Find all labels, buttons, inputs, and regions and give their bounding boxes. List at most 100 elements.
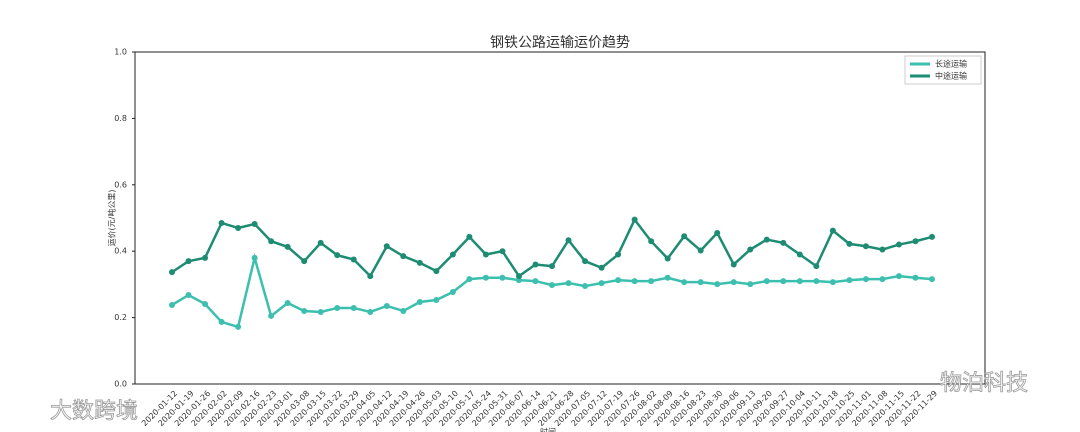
data-point: [202, 254, 209, 261]
data-point: [268, 238, 275, 245]
data-point: [598, 264, 605, 271]
data-point: [482, 274, 489, 281]
data-point: [648, 278, 655, 285]
data-point: [235, 323, 242, 330]
data-point: [912, 238, 919, 245]
data-point: [350, 304, 357, 311]
data-point: [268, 312, 275, 319]
data-point: [301, 307, 308, 314]
data-point: [780, 239, 787, 246]
data-point: [648, 238, 655, 245]
data-point: [664, 255, 671, 262]
data-point: [747, 246, 754, 253]
legend-box: [904, 55, 982, 85]
chart-title: 钢铁公路运输运价趋势: [490, 35, 630, 51]
data-point: [466, 233, 473, 240]
data-point: [317, 308, 324, 315]
data-point: [515, 273, 522, 280]
data-point: [499, 274, 506, 281]
data-point: [747, 281, 754, 288]
data-point: [218, 219, 225, 226]
legend-label: 中途运输: [935, 71, 967, 81]
data-point: [681, 233, 688, 240]
data-point: [796, 251, 803, 258]
data-point: [449, 289, 456, 296]
data-point: [796, 278, 803, 285]
data-point: [482, 251, 489, 258]
data-point: [367, 273, 374, 280]
data-point: [846, 240, 853, 247]
data-point: [449, 251, 456, 258]
data-point: [780, 278, 787, 285]
data-point: [829, 227, 836, 234]
data-point: [169, 269, 175, 276]
y-tick-label: 0.4: [114, 247, 127, 256]
data-point: [615, 277, 622, 284]
y-tick-label: 1.0: [114, 48, 127, 57]
data-point: [499, 248, 506, 255]
data-point: [334, 304, 341, 311]
data-point: [697, 279, 704, 286]
data-point: [185, 258, 192, 265]
data-point: [598, 280, 605, 287]
plot-frame: [134, 51, 986, 385]
data-point: [763, 278, 770, 285]
data-point: [730, 279, 737, 286]
data-point: [400, 253, 407, 260]
data-point: [697, 247, 704, 254]
data-point: [862, 243, 869, 250]
data-point: [862, 276, 869, 283]
data-point: [251, 254, 258, 261]
data-point: [284, 243, 291, 250]
data-point: [895, 273, 902, 280]
data-point: [169, 301, 175, 308]
data-point: [400, 307, 407, 314]
y-tick-label: 0.6: [114, 180, 127, 189]
data-point: [846, 277, 853, 284]
data-point: [202, 300, 209, 307]
data-point: [416, 298, 423, 305]
data-point: [433, 297, 440, 304]
data-point: [714, 281, 721, 288]
y-axis-label: 运价(元/吨公里): [107, 190, 117, 247]
data-point: [317, 239, 324, 246]
legend-label: 长途运输: [935, 59, 967, 69]
data-point: [367, 308, 374, 315]
data-point: [549, 263, 555, 270]
data-point: [185, 292, 192, 299]
data-point: [929, 276, 935, 283]
watermark: 物泊科技: [940, 371, 1028, 396]
data-point: [631, 278, 638, 285]
y-tick-label: 0.0: [114, 380, 127, 389]
data-point: [466, 276, 473, 283]
y-tick-label: 0.2: [114, 313, 127, 322]
y-tick-label: 0.8: [114, 114, 127, 123]
data-point: [714, 229, 721, 236]
data-point: [582, 283, 589, 290]
data-point: [813, 278, 820, 285]
data-point: [549, 282, 555, 289]
x-axis-label: 时间: [540, 427, 556, 432]
data-point: [532, 278, 539, 285]
data-point: [383, 302, 390, 309]
data-point: [565, 237, 572, 244]
data-point: [763, 236, 770, 243]
data-point: [218, 318, 225, 325]
data-point: [615, 251, 622, 258]
data-point: [383, 243, 390, 250]
data-point: [433, 268, 440, 275]
data-point: [284, 299, 291, 306]
data-point: [301, 258, 308, 265]
data-point: [681, 279, 688, 286]
data-point: [895, 241, 902, 248]
data-point: [929, 233, 935, 240]
data-point: [565, 280, 572, 287]
data-point: [664, 274, 671, 281]
watermark: 大数跨境: [50, 399, 138, 424]
data-point: [235, 224, 242, 231]
data-point: [730, 261, 737, 268]
data-point: [334, 252, 341, 259]
data-point: [251, 220, 258, 227]
data-point: [582, 258, 589, 265]
